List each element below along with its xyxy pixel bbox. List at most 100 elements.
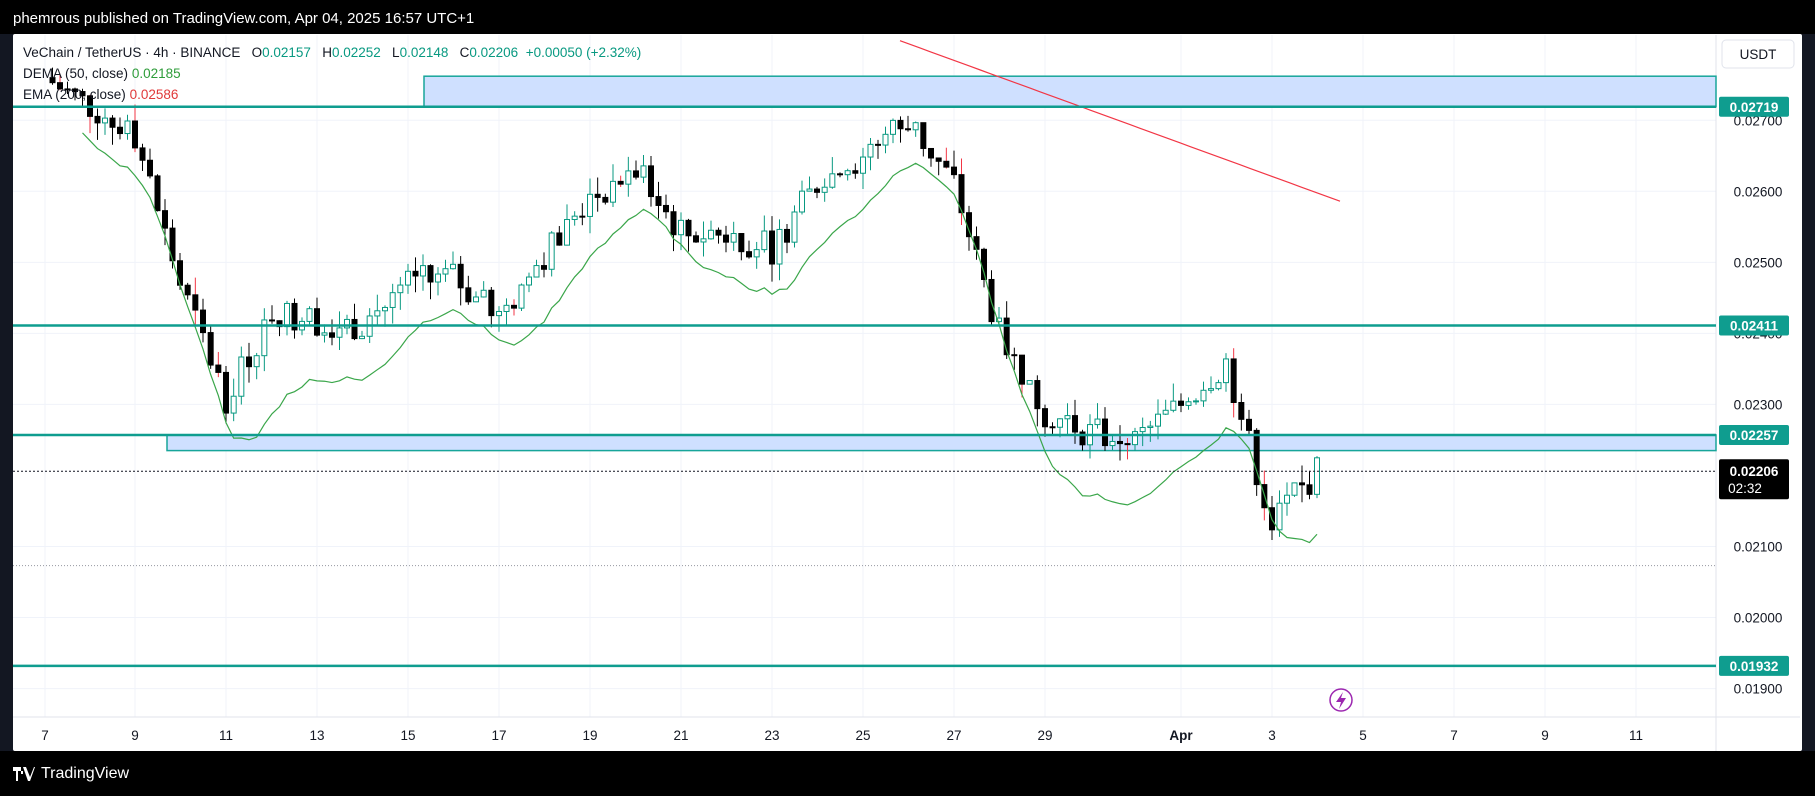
price-zones <box>166 75 1717 452</box>
candle-up <box>1314 457 1320 495</box>
candle-up <box>306 308 313 322</box>
candle-up <box>533 265 540 278</box>
candle-down <box>1124 443 1131 446</box>
time-tick-label: 25 <box>855 728 870 743</box>
candle-up <box>640 165 647 178</box>
candle-up <box>518 284 525 309</box>
time-tick-label: 3 <box>1268 728 1276 743</box>
candle-down <box>246 356 252 368</box>
legend-dema-label: DEMA (50, close) <box>23 66 129 81</box>
candle-up <box>1276 502 1283 531</box>
candle-up <box>799 190 805 213</box>
ema-200-line <box>899 40 1341 202</box>
candle-up <box>473 296 479 303</box>
time-tick-label: 9 <box>131 728 139 743</box>
candle-down <box>1246 418 1252 431</box>
candle-down <box>351 318 358 340</box>
candle-up <box>571 215 578 221</box>
candle-down <box>1049 426 1056 429</box>
candle-up <box>230 395 237 414</box>
candle-up <box>405 270 411 286</box>
candle-down <box>738 233 745 253</box>
candle-up <box>1057 418 1063 428</box>
dema-line <box>82 132 1318 544</box>
candle-up <box>397 284 404 294</box>
candle-up <box>821 186 828 193</box>
candle-up <box>382 306 388 312</box>
candle-up <box>238 356 245 397</box>
level-label: 0.02719 <box>1730 100 1779 115</box>
candle-down <box>1178 400 1184 406</box>
candle-up <box>890 119 896 135</box>
candle-down <box>935 157 942 162</box>
publish-text: phemrous published on TradingView.com, A… <box>13 10 475 27</box>
candle-down <box>184 284 191 296</box>
candle-up <box>1215 382 1222 390</box>
candle-up <box>806 188 813 192</box>
legend-dema-row[interactable]: DEMA (50, close) 0.02185 <box>23 66 181 81</box>
legend-ema-row[interactable]: EMA (200, close) 0.02586 <box>23 87 178 102</box>
price-tick-label: 0.02500 <box>1734 255 1783 270</box>
price-tick-label: 0.02100 <box>1734 540 1783 555</box>
candle-down <box>920 122 927 149</box>
candle-down <box>814 188 820 193</box>
time-tick-label: 29 <box>1037 728 1052 743</box>
candle-down <box>147 159 153 177</box>
candle-up <box>435 273 441 283</box>
candle-down <box>314 308 320 336</box>
candle-up <box>996 317 1002 323</box>
time-tick-label: 19 <box>582 728 597 743</box>
candle-up <box>526 276 532 286</box>
candle-down <box>837 173 843 176</box>
candle-down <box>715 229 722 236</box>
candle-up <box>730 233 737 243</box>
candle-up <box>1094 418 1101 426</box>
candle-up <box>1291 482 1298 496</box>
candle-up <box>374 310 381 317</box>
candle-up <box>1109 440 1116 447</box>
candle-up <box>442 268 449 275</box>
candle-down <box>663 204 669 213</box>
candle-down <box>79 91 86 97</box>
candle-down <box>192 294 199 311</box>
legend-l-label: L <box>392 45 400 60</box>
candle-down <box>132 120 138 149</box>
candle-up <box>284 302 290 328</box>
candle-up <box>700 238 707 243</box>
currency-box <box>1721 39 1795 69</box>
candle-down <box>291 302 298 331</box>
level-label: 0.02411 <box>1730 319 1779 334</box>
candle-up <box>625 170 632 185</box>
legend-c-label: C <box>459 45 470 60</box>
candle-up <box>1026 380 1033 385</box>
candle-up <box>389 292 396 308</box>
indicator-lines <box>82 40 1341 544</box>
candle-down <box>109 117 116 128</box>
candle-up <box>336 327 343 338</box>
candle-up <box>420 265 426 277</box>
currency-label: USDT <box>1740 47 1777 62</box>
candle-down <box>905 128 911 131</box>
candle-down <box>928 147 934 159</box>
candle-up <box>1185 401 1192 406</box>
candle-down <box>139 147 146 161</box>
candle-down <box>693 235 699 243</box>
tradingview-logo[interactable]: TradingView <box>13 765 129 783</box>
countdown-label: 02:32 <box>1728 481 1762 496</box>
time-tick-label: 21 <box>673 728 688 743</box>
candle-up <box>344 318 350 329</box>
candle-down <box>1117 440 1123 445</box>
candle-up <box>253 355 260 368</box>
time-tick-label: 23 <box>764 728 779 743</box>
candle-down <box>1299 482 1305 486</box>
time-axis: 7 9 11 13 15 17 19 21 23 25 27 29 Apr 3 5 7 9 11 <box>41 728 1643 743</box>
candle-up <box>1132 431 1138 446</box>
time-tick-label: 5 <box>1359 728 1367 743</box>
candle-down <box>648 165 654 198</box>
candle-down <box>1079 431 1086 446</box>
price-tick-label: 0.02600 <box>1734 184 1783 199</box>
level-label: 0.01932 <box>1730 659 1779 674</box>
candle-up <box>1064 415 1071 420</box>
candle-up <box>867 143 874 158</box>
